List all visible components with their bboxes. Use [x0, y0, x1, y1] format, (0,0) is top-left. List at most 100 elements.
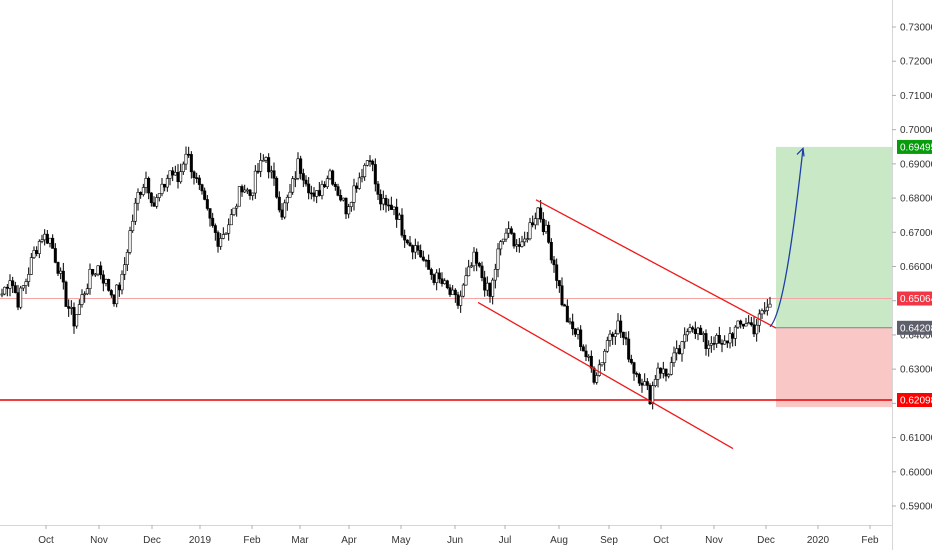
candle-body	[133, 202, 137, 222]
candle-body	[677, 348, 681, 355]
candle-body	[715, 335, 719, 344]
candle-body	[693, 328, 697, 335]
candle-body	[480, 265, 484, 278]
channel-lower-line	[477, 301, 734, 450]
candle-body	[213, 225, 217, 233]
price-badge-label: 0.62098	[900, 396, 932, 407]
candle-body	[557, 280, 561, 287]
candle-body	[565, 305, 569, 323]
candle-body	[469, 265, 473, 268]
candle-body	[195, 177, 199, 179]
candle-body	[144, 178, 148, 188]
candle-body	[205, 199, 209, 209]
candle-body	[29, 257, 33, 275]
candle-body	[592, 367, 596, 383]
candle-body	[43, 233, 47, 241]
candle-body	[448, 287, 452, 295]
candle-body	[371, 160, 375, 165]
candle-body	[741, 323, 745, 327]
candle-body	[131, 220, 135, 232]
candle-body	[208, 208, 212, 219]
candle-body	[328, 170, 332, 179]
candle-body	[659, 367, 663, 374]
candle-body	[147, 178, 151, 194]
candle-body	[13, 285, 17, 293]
candle-body	[8, 280, 12, 289]
arrow-head	[796, 147, 805, 157]
candle-body	[704, 333, 708, 349]
candle-body	[560, 285, 564, 306]
candle-body	[672, 352, 676, 363]
candle-body	[613, 333, 617, 337]
candle-body	[728, 333, 732, 344]
candle-body	[421, 256, 425, 261]
candle-body	[624, 337, 628, 340]
candle-body	[765, 306, 769, 311]
x-tick-label: Dec	[143, 535, 161, 546]
candle-body	[435, 272, 439, 283]
x-tick-label: Nov	[705, 535, 723, 546]
candle-body	[189, 154, 193, 173]
candle-body	[171, 170, 175, 176]
x-tick-label: Nov	[90, 535, 108, 546]
candle-body	[384, 197, 388, 206]
candle-body	[283, 202, 287, 218]
candle-body	[680, 341, 684, 355]
candle-body	[520, 241, 524, 247]
projection-arrow[interactable]	[769, 147, 805, 328]
candle-body	[323, 184, 327, 188]
candle-body	[389, 204, 393, 210]
candle-body	[197, 177, 201, 185]
candle-body	[651, 385, 655, 405]
candle-body	[277, 196, 281, 211]
candle-body	[493, 269, 497, 281]
candle-body	[104, 279, 108, 284]
candle-body	[120, 273, 124, 291]
candle-body	[312, 192, 316, 197]
candle-body	[253, 170, 257, 194]
plot-area[interactable]	[0, 146, 892, 450]
candle-body	[621, 331, 625, 338]
candle-body	[507, 228, 511, 234]
candle-body	[675, 348, 679, 354]
candle-body	[544, 224, 548, 232]
candle-body	[637, 373, 641, 384]
candle-body	[261, 159, 265, 162]
candle-body	[403, 234, 407, 241]
candle-body	[515, 244, 519, 247]
candle-body	[429, 269, 433, 275]
candle-body	[67, 306, 71, 309]
candle-body	[517, 244, 521, 247]
candle-body	[357, 177, 361, 189]
long-position-tool[interactable]	[776, 146, 892, 408]
candle-body	[616, 320, 620, 335]
candle-body	[349, 202, 353, 207]
candle-body	[192, 171, 196, 178]
candle-body	[739, 320, 743, 325]
candle-body	[240, 186, 244, 193]
candle-body	[139, 191, 143, 195]
candle-body	[656, 367, 660, 380]
x-tick-label: 2020	[807, 535, 830, 546]
candle-body	[760, 310, 764, 315]
candle-body	[443, 280, 447, 284]
candle-body	[568, 321, 572, 324]
x-tick-label: Oct	[653, 535, 669, 546]
candle-body	[21, 285, 25, 289]
candle-body	[11, 280, 15, 286]
candle-body	[363, 165, 367, 178]
descending-channel[interactable]	[477, 199, 777, 450]
candle-body	[325, 178, 329, 188]
candle-body	[317, 190, 321, 196]
candle-body	[288, 191, 292, 198]
candle-body	[368, 160, 372, 162]
time-axis[interactable]: Oct Nov Dec 2019 Feb Mar Apr May Jun Jul Aug Sep Oct…	[0, 525, 892, 546]
candle-body	[157, 193, 161, 198]
candle-body	[216, 232, 220, 247]
candle-body	[333, 183, 337, 187]
